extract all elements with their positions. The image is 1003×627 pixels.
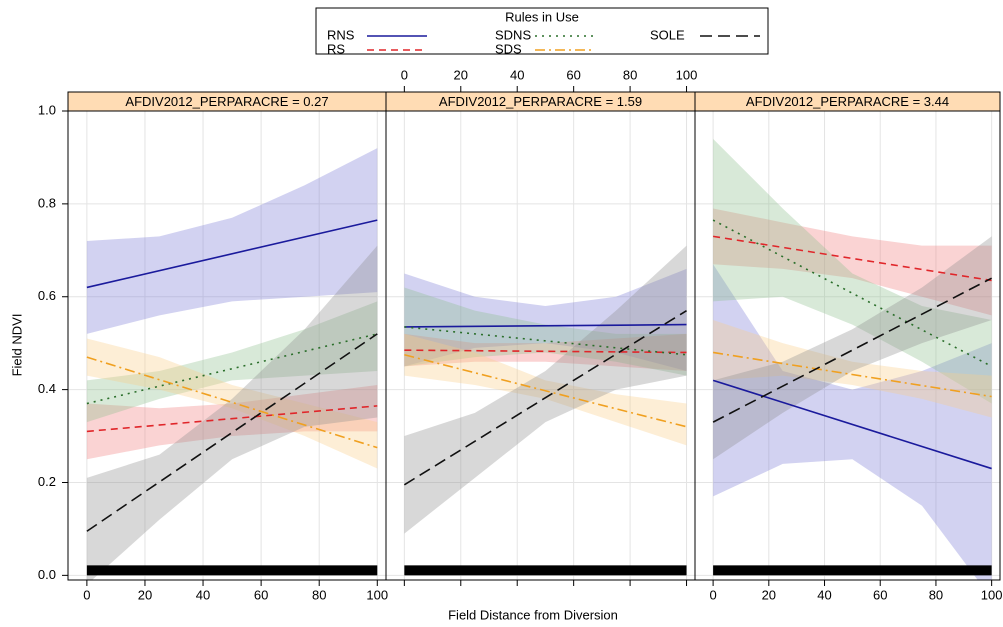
x-tick-label: 40: [196, 587, 210, 602]
legend-label: SOLE: [650, 27, 685, 42]
x-tick-label: 60: [254, 587, 268, 602]
x-tick-label: 20: [454, 67, 468, 82]
y-tick-label: 0.4: [38, 381, 56, 396]
x-tick-label: 100: [676, 67, 698, 82]
rug: [86, 565, 378, 576]
fit-line: [86, 405, 378, 433]
confidence-band: [404, 333, 687, 372]
rug: [713, 565, 992, 576]
x-tick-label: 100: [981, 587, 1003, 602]
fit-line: [404, 326, 687, 356]
confidence-band: [86, 384, 378, 460]
fit-line: [86, 333, 378, 532]
fit-line: [86, 333, 378, 405]
panel: [695, 111, 1000, 580]
fit-line: [404, 354, 687, 428]
confidence-band: [404, 333, 687, 446]
strip-label: AFDIV2012_PERPARACRE = 1.59: [439, 94, 642, 109]
legend-box: [315, 7, 769, 55]
legend-title: Rules in Use: [505, 9, 579, 24]
y-tick-label: 0.8: [38, 195, 56, 210]
x-tick-label: 80: [929, 587, 943, 602]
panel: [386, 111, 695, 580]
strip-label: AFDIV2012_PERPARACRE = 3.44: [746, 94, 949, 109]
x-tick-label: 80: [623, 67, 637, 82]
y-tick-label: 0.2: [38, 474, 56, 489]
panel: [68, 111, 386, 580]
x-tick-label: 40: [510, 67, 524, 82]
confidence-band: [86, 148, 378, 334]
fit-line: [712, 351, 992, 398]
fit-line: [86, 219, 378, 289]
y-axis-label: Field NDVI: [9, 314, 24, 377]
confidence-band: [713, 208, 992, 316]
fit-line: [712, 379, 992, 470]
x-tick-label: 100: [366, 587, 388, 602]
legend-label: RS: [327, 41, 345, 56]
x-tick-label: 80: [312, 587, 326, 602]
x-tick-label: 40: [817, 587, 831, 602]
confidence-band: [713, 236, 992, 460]
fit-line: [712, 277, 993, 423]
y-tick-label: 0.0: [38, 567, 56, 582]
strip: [694, 91, 1001, 112]
strip-label: AFDIV2012_PERPARACRE = 0.27: [125, 94, 328, 109]
y-tick-label: 1.0: [38, 102, 56, 117]
confidence-band: [404, 287, 687, 376]
legend-label: SDS: [495, 41, 522, 56]
confidence-band: [404, 245, 687, 534]
fit-line: [404, 323, 687, 328]
x-tick-label: 20: [138, 587, 152, 602]
confidence-band: [86, 301, 378, 423]
confidence-band: [86, 338, 378, 469]
confidence-band: [713, 319, 992, 418]
x-tick-label: 0: [83, 587, 90, 602]
confidence-band: [86, 245, 378, 580]
confidence-band: [713, 138, 992, 404]
legend-label: RNS: [327, 27, 355, 42]
confidence-band: [713, 264, 992, 580]
fit-line: [403, 309, 687, 486]
y-tick-label: 0.6: [38, 288, 56, 303]
confidence-band: [404, 268, 687, 372]
x-tick-label: 0: [709, 587, 716, 602]
x-tick-label: 60: [873, 587, 887, 602]
x-axis-label: Field Distance from Diversion: [448, 607, 618, 622]
rug: [404, 565, 687, 576]
x-tick-label: 0: [401, 67, 408, 82]
x-tick-label: 60: [566, 67, 580, 82]
legend-label: SDNS: [495, 27, 531, 42]
x-tick-label: 20: [762, 587, 776, 602]
